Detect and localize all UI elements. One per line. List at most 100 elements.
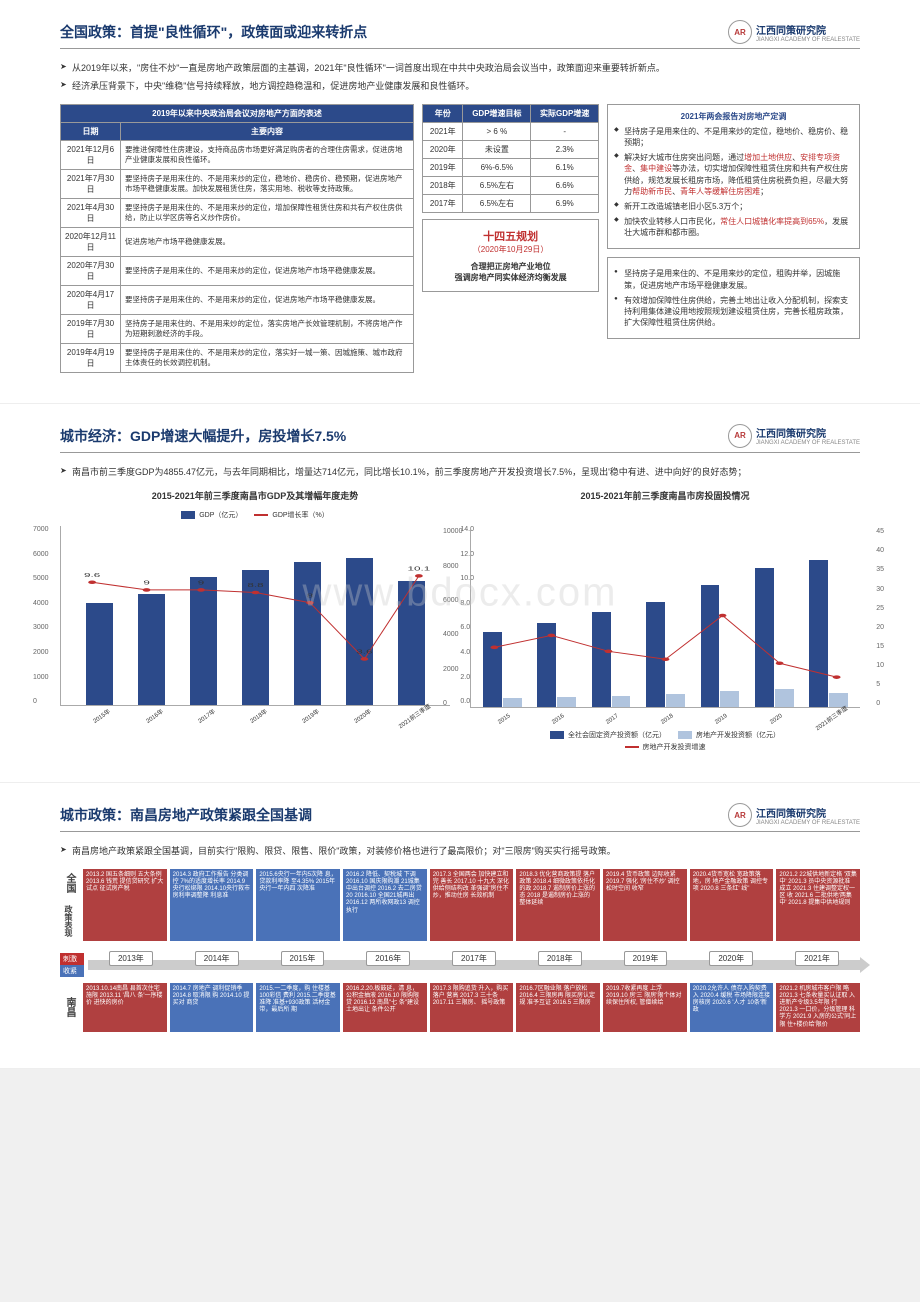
timeline-year: 2015年 <box>281 951 325 966</box>
timeline-year: 2013年 <box>109 951 153 966</box>
timeline-box: 2013.10.14南昌 县首次住宅 施限 2013.11 '昌八 条'一序楼价… <box>83 983 167 1032</box>
table-cell: 6.1% <box>531 158 599 176</box>
timeline-box: 2014.3 政府工作报告 分类调控 7%的适度增长率 2014.9央行松绑限 … <box>170 869 254 941</box>
col-left: 2019年以来中央政治局会议对房地产方面的表述 日期 主要内容 2021年12月… <box>60 104 414 373</box>
timeline-box: 2015.6央行一年内5次降 息，贷款利率降 至4.35% 2015年央行一年内… <box>256 869 340 941</box>
policy-table: 2019年以来中央政治局会议对房地产方面的表述 日期 主要内容 2021年12月… <box>60 104 414 373</box>
tl-label-group: 全国 政策表现 <box>60 869 79 941</box>
table-cell: 要坚持房子是用来住的、不是用来炒的定位，落实好一城一策、因城施策、城市政府主体责… <box>121 343 414 372</box>
svg-text:8: 8 <box>307 593 314 599</box>
table-cell: 6.6% <box>531 176 599 194</box>
bullet-item: 从2019年以来，"房住不炒"一直是房地产政策层面的主基调，2021年"良性循环… <box>72 61 860 75</box>
chart-canvas: 01000200030004000500060007000 0.02.04.06… <box>60 526 450 706</box>
chart-investment: 2015-2021年前三季度南昌市房投固投情况 0200040006000800… <box>470 489 860 752</box>
tl-label-national: 全国 <box>60 869 79 897</box>
logo-text: 江西同策研究院 <box>756 26 826 37</box>
plan-box: 十四五规划 （2020年10月29日） 合理把正房地产业地位 强调房地产同实体经… <box>422 219 599 292</box>
slide-city-policy: 城市政策：南昌房地产政策紧跟全国基调 AR 江西同策研究院 JIANGXI AC… <box>0 783 920 1069</box>
timeline-box: 2020.4货币宽松 宽政策落地，房 地产金融政策 调控专项 2020.8 三条… <box>690 869 774 941</box>
logo: AR 江西同策研究院 JIANGXI ACADEMY OF REALESTATE <box>728 803 860 827</box>
timeline-box: 2017.3 全国两会 加快建立和完 善长 2017.10 十九大 深化供给侧结… <box>430 869 514 941</box>
plan-title: 十四五规划 <box>431 228 590 244</box>
table-cell: 未设置 <box>463 140 531 158</box>
timeline: 全国 政策表现 2013.2 国五条细则 五大条例 2013.6 钱荒 提信贷研… <box>60 869 860 1032</box>
logo-text: 江西同策研究院 <box>756 809 826 820</box>
list-item: 有效增加保障性住房供给，完善土地出让收入分配机制，探索支持利用集体建设用地按照规… <box>614 295 853 329</box>
table-cell: - <box>531 122 599 140</box>
timeline-box: 2019.4 货币政策 边际收紧 2019.7 强化 '房住不炒' 调控松时空间… <box>603 869 687 941</box>
table-cell: 要坚持房子是用来住的、不是用来炒的定位，促进房地产市场平稳健康发展。 <box>121 285 414 314</box>
timeline-box: 2017.3 限购追货 升入，购买落户 营高 2017.3 三十条 2017.1… <box>430 983 514 1032</box>
page-title: 全国政策：首提"良性循环"，政策面或迎来转折点 <box>60 22 367 42</box>
label-tighten: 收紧 <box>60 965 84 977</box>
tl-top: 全国 政策表现 2013.2 国五条细则 五大条例 2013.6 钱荒 提信贷研… <box>60 869 860 941</box>
table-cell: 2020年 <box>423 140 463 158</box>
list-item: 坚持房子是用来住的、不是用来炒的定位，租购并举，因城施策，促进房地产市场平稳健康… <box>614 268 853 290</box>
page-title: 城市政策：南昌房地产政策紧跟全国基调 <box>60 805 312 825</box>
logo-sub: JIANGXI ACADEMY OF REALESTATE <box>756 820 860 826</box>
tl-side-labels: 刺激 收紧 <box>60 953 84 977</box>
svg-text:9.6: 9.6 <box>84 572 100 578</box>
chart-title: 2015-2021年前三季度南昌市房投固投情况 <box>470 489 860 502</box>
logo-icon: AR <box>728 803 752 827</box>
table-cell: 坚持房子是用来住的、不是用来炒的定位，落实房地产长效管理机制，不将房地产作为短期… <box>121 314 414 343</box>
gdp-target-table: 年份 GDP增速目标 实际GDP增速 2021年> 6 %-2020年未设置2.… <box>422 104 599 213</box>
timeline-box: 2016.7区融业限 落户放松 2016.4 三限房再 限买房认定规 准予互证 … <box>516 983 600 1032</box>
chart-legend: 房地产开发投资增速 <box>470 742 860 752</box>
table-cell: 促进房地产市场平稳健康发展。 <box>121 227 414 256</box>
timeline-year: 2021年 <box>795 951 839 966</box>
chart-row: 2015-2021年前三季度南昌市GDP及其增幅年度走势 GDP（亿元） GDP… <box>60 489 860 752</box>
bullet-item: 经济承压背景下，中央"维稳"信号持续释放，地方调控趋稳温和，促进房地产业健康发展… <box>72 79 860 93</box>
table-cell: 要坚持房子是用来住的、不是用来炒的定位，增加保障性租赁住房和共有产权住房供给，防… <box>121 198 414 227</box>
timeline-box: 2018.3 优化营商政策提 落户政策 2018.4 细微政策依托化 的政 20… <box>516 869 600 941</box>
list-item: 解决好大城市住房突出问题，通过增加土地供应、安排专项资金、集中建设等办法，切实增… <box>614 152 853 197</box>
table-cell: 2021年 <box>423 122 463 140</box>
table-cell: 要推进保障性住房建设，支持商品房市场更好满足购房者的合理住房需求，促进房地产业健… <box>121 140 414 169</box>
timeline-box: 2015.一二季度，购 住楼基100彩信 费利 2015.二季度基准降 准基+9… <box>256 983 340 1032</box>
chart-gdp: 2015-2021年前三季度南昌市GDP及其增幅年度走势 GDP（亿元） GDP… <box>60 489 450 752</box>
table-cell: 2.3% <box>531 140 599 158</box>
timeline-box: 2016.2 降低、契税城 下调 2016.10 国庆限购潮 21城集中出台调控… <box>343 869 427 941</box>
logo: AR 江西同策研究院 JIANGXI ACADEMY OF REALESTATE <box>728 20 860 44</box>
plan-date: （2020年10月29日） <box>431 244 590 255</box>
table-cell: 2019年4月19日 <box>61 343 121 372</box>
slide-city-economy: 城市经济：GDP增速大幅提升，房投增长7.5% AR 江西同策研究院 JIANG… <box>0 404 920 783</box>
label-stimulus: 刺激 <box>60 953 84 965</box>
timeline-box: 2019.7收紧再度 上浮 2019.10 房'三 限房'限个体对 续保住所权,… <box>603 983 687 1032</box>
timeline-year: 2020年 <box>709 951 753 966</box>
table-cell: 6.9% <box>531 194 599 212</box>
tl-axis-row: 刺激 收紧 2013年2014年2015年2016年2017年2018年2019… <box>60 947 860 983</box>
tl-bottom: 南昌 2013.10.14南昌 县首次住宅 施限 2013.11 '昌八 条'一… <box>60 983 860 1032</box>
col-target: GDP增速目标 <box>463 104 531 122</box>
timeline-box: 2016.2.20.板鼓延，清 息，公积金抽液 2016.10 限购限贷 201… <box>343 983 427 1032</box>
logo: AR 江西同策研究院 JIANGXI ACADEMY OF REALESTATE <box>728 424 860 448</box>
table-cell: 2020年7月30日 <box>61 256 121 285</box>
tl-sublabel: 政策表现 <box>60 901 76 941</box>
bullet-item: 南昌房地产政策紧跟全国基调，目前实行"限购、限贷、限售、限价"政策，对装修价格也… <box>72 844 860 858</box>
col-date: 日期 <box>61 122 121 140</box>
table-cell: 2018年 <box>423 176 463 194</box>
tl-axis: 2013年2014年2015年2016年2017年2018年2019年2020年… <box>88 953 860 977</box>
header: 全国政策：首提"良性循环"，政策面或迎来转折点 AR 江西同策研究院 JIANG… <box>60 20 860 49</box>
bullets: 从2019年以来，"房住不炒"一直是房地产政策层面的主基调，2021年"良性循环… <box>60 61 860 94</box>
right-box-title: 2021年两会报告对房地产定调 <box>614 111 853 122</box>
timeline-year: 2017年 <box>452 951 496 966</box>
timeline-box: 2014.7 房地产 调利促销季 2014.8 取消限 购 2014.10 提买… <box>170 983 254 1032</box>
right-box-1: 2021年两会报告对房地产定调 坚持房子是用来住的、不是用来炒的定位，稳地价、稳… <box>607 104 860 250</box>
table-cell: > 6 % <box>463 122 531 140</box>
logo-icon: AR <box>728 20 752 44</box>
col-right: 2021年两会报告对房地产定调 坚持房子是用来住的、不是用来炒的定位，稳地价、稳… <box>607 104 860 373</box>
timeline-box: 2020.2允许人 债存入购契费 入 2020.4 缓税 市场降限连接 房核房 … <box>690 983 774 1032</box>
right-box-2: 坚持房子是用来住的、不是用来炒的定位，租购并举，因城施策，促进房地产市场平稳健康… <box>607 257 860 339</box>
timeline-box: 2021.2 22城供地新定格 '双集中' 2021.3 员中央资源批准 成立 … <box>776 869 860 941</box>
list-item: 坚持房子是用来住的、不是用来炒的定位，稳地价、稳房价、稳预期； <box>614 126 853 148</box>
col-content: 主要内容 <box>121 122 414 140</box>
table-cell: 6%-6.5% <box>463 158 531 176</box>
logo-icon: AR <box>728 424 752 448</box>
table-title: 2019年以来中央政治局会议对房地产方面的表述 <box>61 104 414 122</box>
svg-text:9: 9 <box>198 580 205 586</box>
chart-legend: GDP（亿元） GDP增长率（%） <box>60 510 450 520</box>
header: 城市政策：南昌房地产政策紧跟全国基调 AR 江西同策研究院 JIANGXI AC… <box>60 803 860 832</box>
tl-label-nanchang: 南昌 <box>60 983 79 1032</box>
table-cell: 2017年 <box>423 194 463 212</box>
